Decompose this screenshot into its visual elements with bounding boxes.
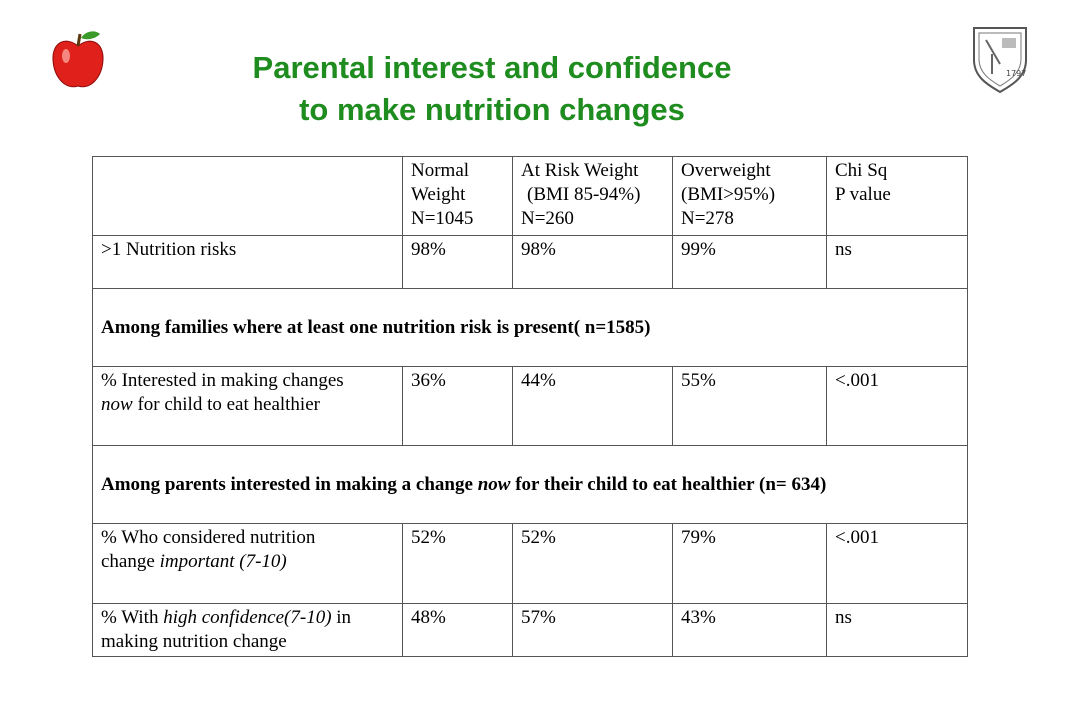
- section-label: Among parents interested in making a cha…: [92, 445, 968, 524]
- section-row: Among parents interested in making a cha…: [92, 445, 968, 524]
- cell: 48%: [402, 603, 513, 657]
- cell: 55%: [672, 366, 827, 446]
- row-label: % Interested in making changes now for ch…: [92, 366, 403, 446]
- header-cell: At Risk Weight (BMI 85-94%) N=260: [512, 156, 673, 236]
- data-row: % Who considered nutrition change importa…: [92, 523, 968, 604]
- section-text: for their child to eat healthier (n= 634…: [515, 473, 827, 495]
- header-cell: Chi Sq P value: [826, 156, 968, 236]
- cell: 43%: [672, 603, 827, 657]
- label-text: important (7-10): [159, 551, 287, 572]
- header-cell: Normal Weight N=1045: [402, 156, 513, 236]
- header-text: Normal: [411, 160, 470, 181]
- cell: 99%: [672, 235, 827, 289]
- header-row: Normal Weight N=1045 At Risk Weight (BMI 85…: [92, 156, 968, 236]
- header-cell: [92, 156, 403, 236]
- header-text: P value: [835, 184, 891, 205]
- label-text: high confidence(7-10): [163, 607, 332, 628]
- label-text: now: [101, 394, 133, 415]
- data-row: % With high confidence(7-10) in making nu…: [92, 603, 968, 657]
- shield-year: 1797: [1006, 69, 1026, 78]
- label-text: making nutrition change: [101, 631, 287, 652]
- cell: 36%: [402, 366, 513, 446]
- row-label: % With high confidence(7-10) in making nu…: [92, 603, 403, 657]
- label-text: in: [336, 607, 352, 628]
- header-text: At Risk Weight: [521, 160, 639, 181]
- title-line: to make nutrition changes: [299, 92, 685, 127]
- data-row: % Interested in making changes now for ch…: [92, 366, 968, 446]
- cell: 98%: [512, 235, 673, 289]
- label-text: % With: [101, 607, 159, 628]
- cell: <.001: [826, 523, 968, 604]
- title-line: Parental interest and confidence: [252, 50, 732, 85]
- header-text: N=1045: [411, 208, 474, 229]
- cell: 52%: [512, 523, 673, 604]
- results-table: Normal Weight N=1045 At Risk Weight (BMI 85…: [92, 156, 968, 657]
- header-text: (BMI 85-94%): [527, 184, 641, 205]
- school-shield: 1797: [973, 27, 1027, 94]
- cell: <.001: [826, 366, 968, 446]
- header-text: N=278: [681, 208, 734, 229]
- section-text: now: [477, 473, 511, 495]
- apple-logo: [52, 31, 104, 88]
- header-text: Overweight: [681, 160, 771, 181]
- label-text: for child to eat healthier: [137, 394, 320, 415]
- cell: 79%: [672, 523, 827, 604]
- header-text: Weight: [411, 184, 466, 205]
- data-row: >1 Nutrition risks 98% 98% 99% ns: [92, 235, 968, 289]
- cell: 98%: [402, 235, 513, 289]
- header-text: Chi Sq: [835, 160, 888, 181]
- header-text: (BMI>95%): [681, 184, 776, 205]
- cell: 44%: [512, 366, 673, 446]
- section-text: Among parents interested in making a cha…: [101, 473, 473, 495]
- section-row: Among families where at least one nutrit…: [92, 288, 968, 367]
- row-label: % Who considered nutrition change importa…: [92, 523, 403, 604]
- cell: 52%: [402, 523, 513, 604]
- cell: ns: [826, 603, 968, 657]
- label-text: change: [101, 551, 155, 572]
- section-label: Among families where at least one nutrit…: [92, 288, 968, 367]
- header-text: N=260: [521, 208, 574, 229]
- label-text: % Who considered nutrition: [101, 527, 316, 548]
- row-label: >1 Nutrition risks: [92, 235, 403, 289]
- cell: ns: [826, 235, 968, 289]
- cell: 57%: [512, 603, 673, 657]
- header-cell: Overweight (BMI>95%) N=278: [672, 156, 827, 236]
- label-text: % Interested in making changes: [101, 370, 344, 391]
